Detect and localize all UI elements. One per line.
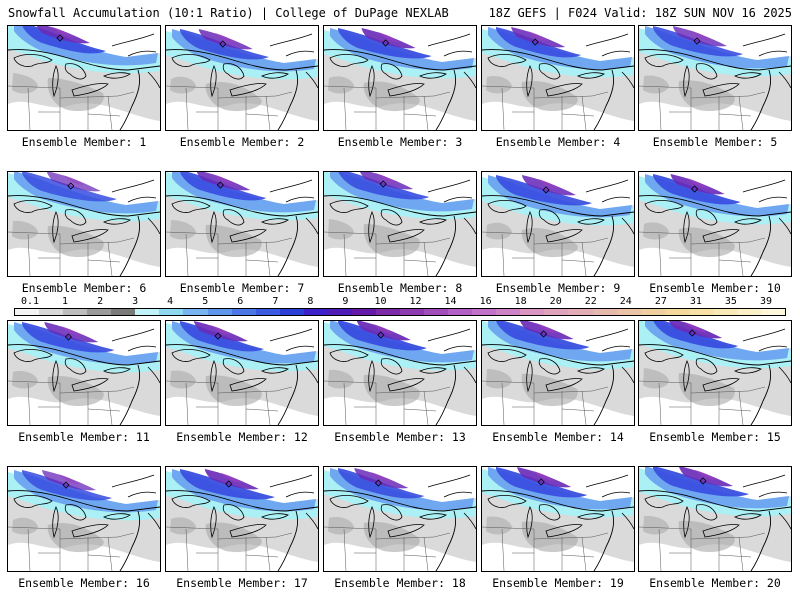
ensemble-member-label: Ensemble Member: 16 (18, 576, 150, 590)
model-run-info: 18Z GEFS | F024 Valid: 18Z SUN NOV 16 20… (488, 6, 792, 20)
colorbar-tick-label: 2 (97, 296, 104, 307)
colorbar-tick-label: 39 (759, 296, 773, 307)
ensemble-member-map (481, 171, 635, 277)
colorbar-swatch (207, 309, 232, 315)
colorbar-tick-label: 14 (444, 296, 457, 307)
ensemble-member-label: Ensemble Member: 20 (649, 576, 781, 590)
colorbar-swatch (183, 309, 208, 315)
ensemble-member-map (323, 466, 477, 572)
colorbar-tick-label: 22 (584, 296, 597, 307)
colorbar-swatch (375, 309, 400, 315)
colorbar-swatch (712, 309, 737, 315)
colorbar-swatch (231, 309, 256, 315)
ensemble-member-map (7, 466, 161, 572)
colorbar-tick-label: 12 (409, 296, 422, 307)
colorbar-tick-label: 8 (307, 296, 314, 307)
ensemble-member-label: Ensemble Member: 12 (176, 430, 308, 444)
colorbar-swatch (303, 309, 328, 315)
colorbar-swatch (544, 309, 569, 315)
colorbar-swatch (63, 309, 88, 315)
ensemble-member-label: Ensemble Member: 3 (337, 135, 463, 149)
colorbar-swatch (664, 309, 689, 315)
ensemble-member-label: Ensemble Member: 17 (176, 576, 308, 590)
ensemble-member-label: Ensemble Member: 18 (334, 576, 466, 590)
colorbar-swatch (568, 309, 593, 315)
colorbar-swatch (255, 309, 280, 315)
colorbar-swatch (39, 309, 64, 315)
colorbar-tick-label: 4 (167, 296, 174, 307)
ensemble-member-label: Ensemble Member: 8 (337, 281, 463, 295)
colorbar-swatch (159, 309, 184, 315)
colorbar-swatch (760, 309, 785, 315)
colorbar-swatch (111, 309, 136, 315)
ensemble-member-map (7, 25, 161, 131)
colorbar-swatch (135, 309, 160, 315)
ensemble-member-map (165, 25, 319, 131)
ensemble-member-map (481, 320, 635, 426)
colorbar-swatches (14, 308, 786, 316)
colorbar-tick-label: 1 (62, 296, 69, 307)
ensemble-member-map (7, 320, 161, 426)
ensemble-member-label: Ensemble Member: 13 (334, 430, 466, 444)
ensemble-member-map (323, 25, 477, 131)
colorbar-tick-label: 5 (202, 296, 209, 307)
ensemble-member-label: Ensemble Member: 4 (495, 135, 621, 149)
ensemble-member-label: Ensemble Member: 19 (492, 576, 624, 590)
colorbar-tick-label: 27 (654, 296, 667, 307)
colorbar-swatch (279, 309, 304, 315)
ensemble-member-label: Ensemble Member: 5 (652, 135, 778, 149)
ensemble-member-label: Ensemble Member: 15 (649, 430, 781, 444)
colorbar-swatch (616, 309, 641, 315)
colorbar-swatch (400, 309, 425, 315)
ensemble-member-label: Ensemble Member: 2 (179, 135, 305, 149)
colorbar-tick-label: 6 (237, 296, 244, 307)
ensemble-member-label: Ensemble Member: 6 (21, 281, 147, 295)
chart-title: Snowfall Accumulation (10:1 Ratio) | Col… (8, 6, 449, 20)
ensemble-member-map (638, 25, 792, 131)
ensemble-member-map (638, 171, 792, 277)
colorbar-swatch (688, 309, 713, 315)
colorbar-tick-label: 10 (374, 296, 387, 307)
colorbar-swatch (592, 309, 617, 315)
ensemble-member-map (165, 320, 319, 426)
ensemble-member-label: Ensemble Member: 1 (21, 135, 147, 149)
ensemble-member-map (323, 320, 477, 426)
ensemble-member-map (481, 466, 635, 572)
colorbar-tick-label: 20 (549, 296, 562, 307)
colorbar-tick-label: 35 (724, 296, 737, 307)
colorbar-tick-label: 24 (619, 296, 632, 307)
colorbar-swatch (15, 309, 40, 315)
colorbar-tick-label: 3 (132, 296, 139, 307)
colorbar-swatch (472, 309, 497, 315)
colorbar-swatch (424, 309, 449, 315)
ensemble-member-map (481, 25, 635, 131)
ensemble-member-label: Ensemble Member: 9 (495, 281, 621, 295)
colorbar-tick-label: 31 (689, 296, 702, 307)
colorbar-swatch (496, 309, 521, 315)
colorbar-swatch (736, 309, 761, 315)
ensemble-member-label: Ensemble Member: 7 (179, 281, 305, 295)
ensemble-member-map (165, 171, 319, 277)
ensemble-member-map (638, 320, 792, 426)
ensemble-member-label: Ensemble Member: 10 (649, 281, 781, 295)
colorbar-swatch (87, 309, 112, 315)
colorbar-tick-label: 16 (479, 296, 492, 307)
colorbar-swatch (640, 309, 665, 315)
colorbar-legend: 0.1 1 2 3 4 5 6 7 8 9 10 12 14 16 18 20 22 24 27 31 35 39 (14, 296, 786, 320)
ensemble-member-label: Ensemble Member: 11 (18, 430, 150, 444)
ensemble-member-map (165, 466, 319, 572)
colorbar-tick-label: 7 (272, 296, 279, 307)
colorbar-swatch (520, 309, 545, 315)
colorbar-tick-label: 0.1 (20, 296, 40, 307)
colorbar-swatch (448, 309, 473, 315)
ensemble-member-map (323, 171, 477, 277)
ensemble-member-map (7, 171, 161, 277)
ensemble-member-map (638, 466, 792, 572)
colorbar-swatch (327, 309, 352, 315)
colorbar-swatch (351, 309, 376, 315)
colorbar-tick-label: 18 (514, 296, 527, 307)
ensemble-member-label: Ensemble Member: 14 (492, 430, 624, 444)
colorbar-tick-label: 9 (342, 296, 349, 307)
